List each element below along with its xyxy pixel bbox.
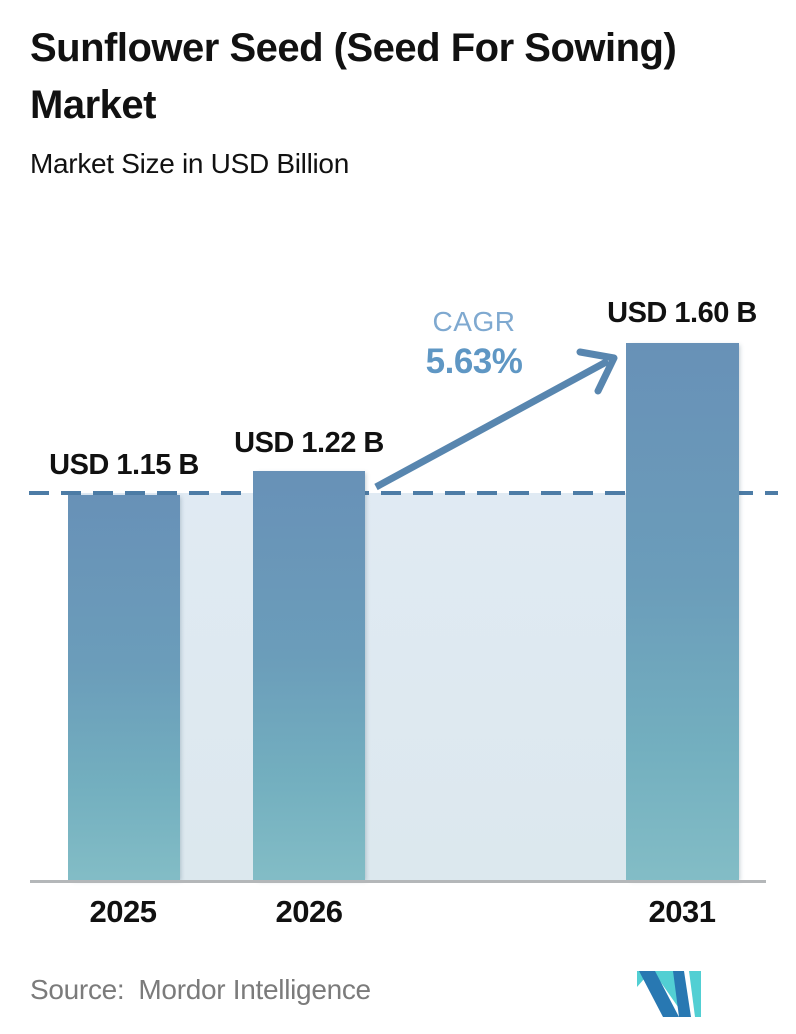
chart-title-line1: Sunflower Seed (Seed For Sowing) — [30, 26, 677, 70]
x-axis-label-2026: 2026 — [275, 894, 343, 929]
cagr-annotation: CAGR 5.63% — [394, 306, 554, 382]
bar-value-label-2025: USD 1.15 B — [49, 449, 199, 481]
bar-2025 — [68, 495, 180, 883]
source-attribution: Source: Mordor Intelligence — [30, 974, 371, 1006]
dashed-reference-line — [29, 491, 778, 495]
chart-subtitle: Market Size in USD Billion — [30, 147, 349, 179]
chart-header: Sunflower Seed (Seed For Sowing) Market … — [30, 20, 770, 180]
bar-2026 — [253, 471, 365, 883]
source-label: Source: — [30, 974, 125, 1005]
bar-value-label-2026: USD 1.22 B — [234, 427, 384, 459]
bar-2031 — [626, 343, 739, 883]
bar-value-label-2031: USD 1.60 B — [607, 297, 757, 329]
x-axis-line — [30, 880, 766, 883]
source-name: Mordor Intelligence — [138, 974, 371, 1005]
x-axis-label-2025: 2025 — [89, 894, 157, 929]
mordor-intelligence-logo-icon — [637, 971, 701, 1017]
chart-title-line2: Market — [30, 82, 156, 127]
cagr-value: 5.63% — [425, 342, 523, 381]
x-axis-label-2031: 2031 — [648, 894, 716, 929]
cagr-label: CAGR — [432, 306, 516, 337]
chart-title: Sunflower Seed (Seed For Sowing) Market — [30, 20, 770, 134]
